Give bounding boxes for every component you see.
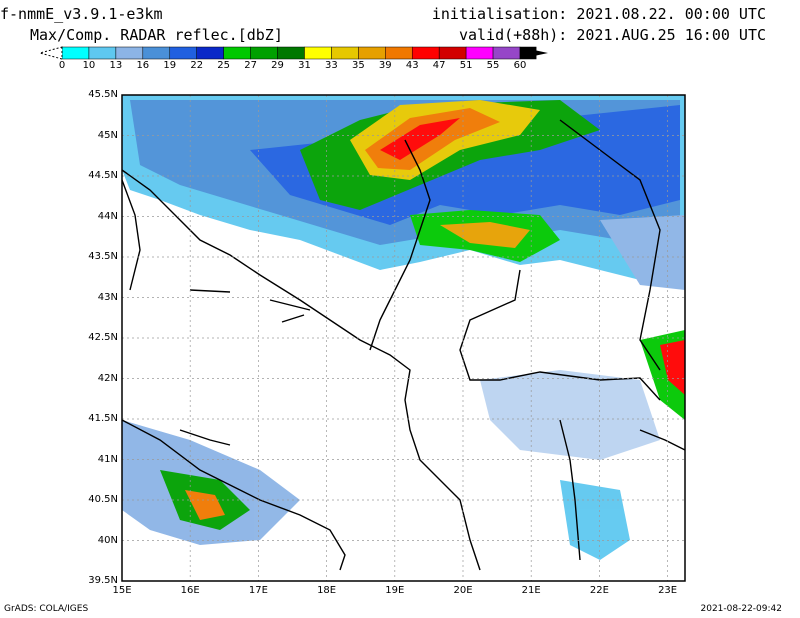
colorbar-swatch [250, 46, 278, 60]
colorbar-swatch [196, 46, 224, 60]
longitude-label: 21E [521, 585, 541, 596]
product-title: Max/Comp. RADAR reflec.[dbZ] [30, 26, 283, 44]
longitude-label: 15E [112, 585, 132, 596]
map-area [121, 94, 686, 582]
colorbar-tick-label: 43 [405, 60, 419, 71]
latitude-label: 40N [97, 534, 118, 546]
colorbar-swatch [115, 46, 144, 60]
colorbar-swatch [169, 46, 197, 60]
colorbar-tick-label: 13 [109, 60, 123, 71]
colorbar-swatch [88, 46, 117, 60]
colorbar-swatch [411, 46, 440, 60]
colorbar-tick-label: 29 [271, 60, 284, 71]
initialisation-time: initialisation: 2021.08.22. 00:00 UTC [431, 5, 766, 23]
longitude-label: 20E [453, 585, 473, 596]
colorbar-swatch [438, 46, 467, 60]
graticule [122, 95, 685, 581]
colorbar-tick-label: 16 [136, 60, 150, 71]
model-title: f-nmmE_v3.9.1-e3km [0, 5, 163, 23]
latitude-label: 41.5N [88, 413, 118, 424]
latitude-label: 44N [97, 210, 118, 222]
latitude-label: 42N [97, 372, 118, 384]
longitude-label: 22E [589, 585, 609, 596]
colorbar-tick-label: 25 [217, 60, 231, 71]
colorbar [38, 46, 548, 60]
latitude-label: 39.5N [88, 575, 118, 586]
colorbar-swatch [142, 46, 171, 60]
coastlines-borders [121, 119, 686, 571]
colorbar-tick-label: 35 [351, 60, 365, 71]
longitude-label: 16E [180, 585, 200, 596]
latitude-label: 41N [97, 453, 118, 465]
latitude-label: 40.5N [88, 494, 118, 505]
colorbar-tick-label: 47 [432, 60, 446, 71]
colorbar-tick-label: 39 [378, 60, 392, 71]
latitude-label: 43N [97, 291, 118, 303]
colorbar-tick-label: 51 [459, 60, 473, 71]
valid-time: valid(+88h): 2021.AUG.25 16:00 UTC [458, 26, 766, 44]
colorbar-swatch [465, 46, 494, 60]
latitude-label: 45N [97, 129, 118, 141]
colorbar-tick-label: 10 [82, 60, 96, 71]
longitude-label: 23E [658, 585, 678, 596]
longitude-label: 19E [385, 585, 405, 596]
colorbar-swatch [61, 46, 90, 60]
latitude-label: 43.5N [88, 251, 118, 262]
colorbar-swatch [304, 46, 332, 60]
latitude-label: 45.5N [88, 89, 118, 100]
colorbar-tick-label: 31 [298, 60, 311, 71]
colorbar-swatch [331, 46, 359, 60]
colorbar-tick-label: 19 [163, 60, 177, 71]
colorbar-tick-label: 0 [58, 60, 66, 71]
latitude-label: 42.5N [88, 332, 118, 343]
colorbar-low-arrow [38, 46, 63, 60]
longitude-label: 17E [248, 585, 268, 596]
colorbar-swatch [277, 46, 305, 60]
colorbar-tick-label: 27 [244, 60, 257, 71]
render-timestamp: 2021-08-22-09:42 [700, 604, 783, 614]
colorbar-swatch [385, 46, 413, 60]
latitude-label: 44.5N [88, 170, 118, 181]
colorbar-tick-label: 22 [190, 60, 204, 71]
colorbar-swatch [492, 46, 521, 60]
longitude-label: 18E [317, 585, 337, 596]
colorbar-swatch [358, 46, 386, 60]
colorbar-high-arrow [520, 47, 548, 59]
software-credit: GrADS: COLA/IGES [4, 604, 89, 614]
colorbar-tick-label: 60 [513, 60, 527, 71]
radar-echoes [122, 95, 685, 560]
colorbar-swatch [223, 46, 251, 60]
map-frame [121, 94, 686, 582]
colorbar-tick-label: 33 [325, 60, 338, 71]
colorbar-tick-label: 55 [486, 60, 500, 71]
